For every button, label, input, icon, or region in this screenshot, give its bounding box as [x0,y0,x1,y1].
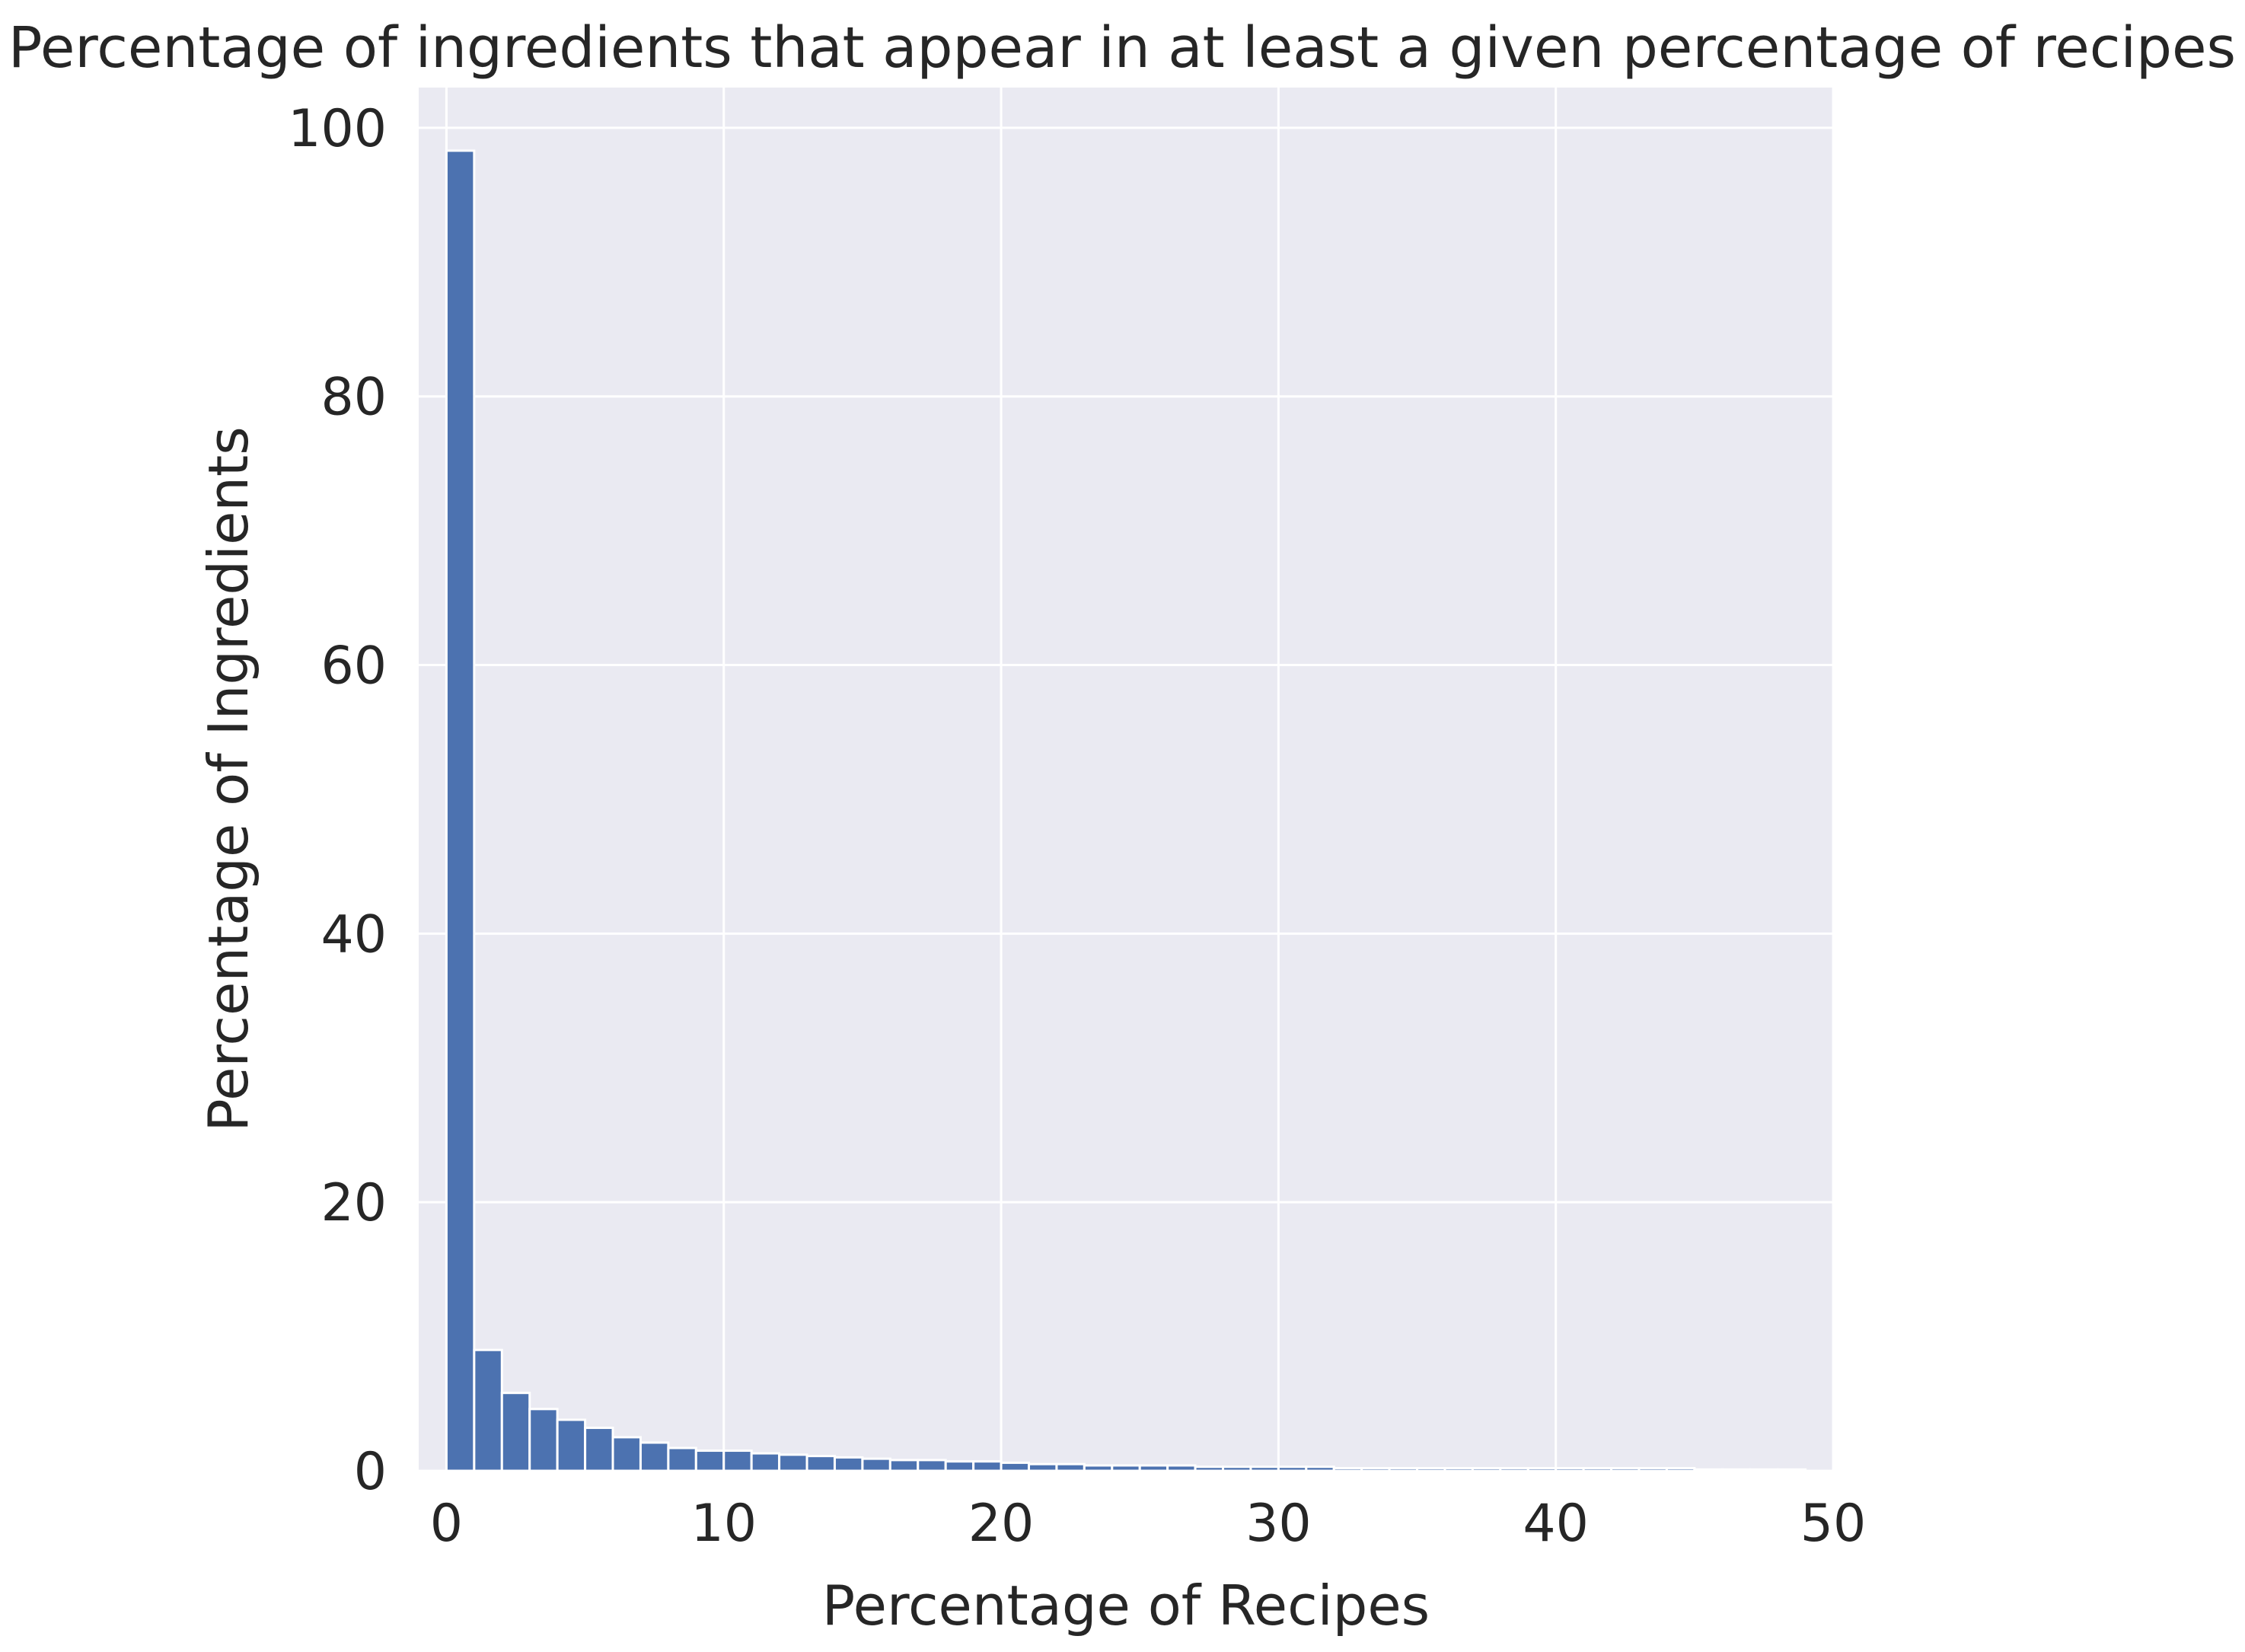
histogram-bar [1720,1468,1752,1472]
x-tick-label: 30 [1245,1494,1312,1554]
histogram-bar [1000,1461,1030,1472]
histogram-bar [445,149,476,1472]
histogram-bar [500,1392,531,1472]
histogram-bar [556,1418,587,1472]
histogram-bar [861,1457,891,1472]
histogram-bar [805,1455,836,1472]
histogram-bar [1305,1465,1335,1472]
histogram-bar [1665,1466,1696,1472]
histogram-bar [888,1459,920,1472]
plot-background [419,88,1833,1471]
histogram-bar [1027,1462,1058,1472]
histogram-bar [778,1453,808,1472]
histogram-bar [1194,1465,1225,1472]
x-tick-label: 50 [1800,1494,1867,1554]
histogram-bar [1693,1468,1724,1472]
x-tick-label: 10 [690,1494,757,1554]
x-tick-label: 40 [1523,1494,1589,1554]
y-tick-label: 100 [288,99,387,159]
histogram-bar [694,1449,725,1472]
histogram-bar [1249,1465,1280,1472]
y-axis-label: Percentage of Ingredients [196,426,260,1131]
x-axis-label: Percentage of Recipes [822,1574,1430,1638]
histogram-bar [1166,1464,1197,1472]
y-tick-label: 60 [320,636,387,697]
histogram-bar [584,1427,614,1472]
histogram-bar [833,1456,864,1472]
x-tick-label: 20 [968,1494,1035,1554]
histogram-bar [1388,1466,1419,1472]
histogram-bar [1776,1468,1807,1472]
y-tick-label: 40 [320,904,387,965]
histogram-bar [1222,1465,1252,1472]
histogram-bar [1499,1466,1529,1472]
bars [445,149,1807,1472]
histogram-bar [1443,1466,1474,1472]
histogram-bar [750,1452,781,1472]
histogram-bar [1471,1466,1502,1472]
y-tick-label: 0 [354,1442,387,1502]
histogram-bar [1277,1465,1308,1472]
grid-lines [419,88,1835,1472]
histogram-bar [667,1446,697,1472]
histogram-bar [639,1441,670,1472]
histogram-bar [1360,1466,1391,1472]
histogram-bar [1526,1466,1558,1472]
histogram-bar [611,1436,642,1472]
histogram-bar [1582,1466,1613,1472]
histogram-bar [1138,1464,1169,1472]
histogram-bar [528,1408,559,1472]
histogram-bar [1555,1466,1585,1472]
histogram-bar [473,1348,503,1472]
x-tick-label: 0 [430,1494,463,1554]
histogram-bar [1055,1462,1086,1472]
chart-title: Percentage of ingredients that appear in… [8,15,2236,81]
y-tick-label: 80 [320,368,387,428]
histogram-bar [944,1460,975,1472]
histogram-bar [1610,1466,1641,1472]
histogram-bar [1083,1464,1114,1472]
histogram-bar [1749,1468,1779,1472]
y-tick-labels: 0 20 40 60 80 100 [288,99,387,1502]
histogram-bar [1332,1466,1363,1472]
histogram-bar [972,1460,1003,1472]
histogram-bar [1111,1464,1141,1472]
x-tick-labels: 0 10 20 30 40 50 [430,1494,1866,1554]
histogram-bar [1416,1466,1446,1472]
histogram-bar [722,1449,753,1472]
histogram-bar [917,1459,947,1472]
y-tick-label: 20 [320,1173,387,1233]
histogram-bar [1638,1466,1668,1472]
